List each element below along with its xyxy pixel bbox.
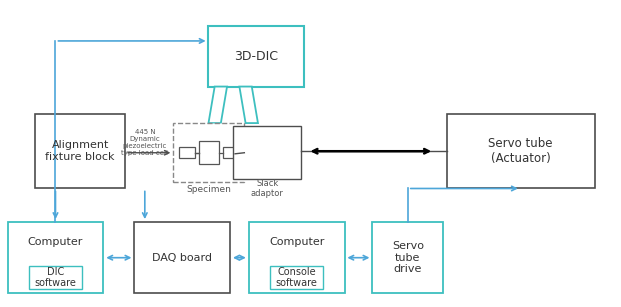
Text: Console
software: Console software bbox=[276, 267, 317, 288]
Bar bbox=[223, 147, 238, 158]
Bar bbox=[270, 266, 323, 289]
Text: Computer: Computer bbox=[269, 237, 324, 247]
Text: 3D-DIC: 3D-DIC bbox=[234, 50, 278, 63]
Text: Slack
adaptor: Slack adaptor bbox=[251, 179, 284, 198]
Bar bbox=[233, 126, 301, 179]
Bar bbox=[35, 114, 125, 188]
Text: DAQ board: DAQ board bbox=[152, 253, 212, 263]
Polygon shape bbox=[240, 87, 258, 123]
Polygon shape bbox=[209, 87, 227, 123]
Bar bbox=[248, 222, 345, 293]
Polygon shape bbox=[244, 134, 292, 174]
Bar bbox=[7, 222, 103, 293]
Text: Computer: Computer bbox=[28, 237, 83, 247]
Bar bbox=[373, 222, 443, 293]
Text: DIC
software: DIC software bbox=[35, 267, 76, 288]
Bar bbox=[179, 147, 194, 158]
Text: Servo
tube
drive: Servo tube drive bbox=[392, 241, 424, 274]
Bar bbox=[235, 150, 246, 157]
Text: Servo tube
(Actuator): Servo tube (Actuator) bbox=[489, 137, 553, 165]
Bar bbox=[29, 266, 82, 289]
Bar bbox=[446, 114, 595, 188]
Bar bbox=[199, 142, 219, 164]
Bar bbox=[134, 222, 230, 293]
Bar bbox=[173, 123, 244, 182]
Text: Alignment
fixture block: Alignment fixture block bbox=[45, 140, 115, 162]
Bar bbox=[209, 26, 304, 87]
Text: 445 N
Dynamic
piezoelectric
type load cell: 445 N Dynamic piezoelectric type load ce… bbox=[121, 129, 168, 156]
Text: Specimen: Specimen bbox=[186, 185, 231, 194]
